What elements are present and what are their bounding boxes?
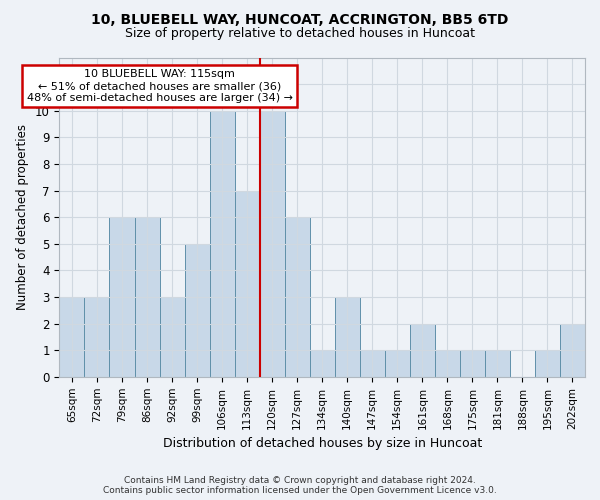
Bar bbox=[385, 350, 410, 377]
Bar bbox=[134, 217, 160, 377]
Text: 10, BLUEBELL WAY, HUNCOAT, ACCRINGTON, BB5 6TD: 10, BLUEBELL WAY, HUNCOAT, ACCRINGTON, B… bbox=[91, 12, 509, 26]
Bar bbox=[335, 297, 360, 377]
Bar bbox=[209, 110, 235, 377]
Y-axis label: Number of detached properties: Number of detached properties bbox=[16, 124, 29, 310]
Bar bbox=[109, 217, 134, 377]
Bar bbox=[360, 350, 385, 377]
X-axis label: Distribution of detached houses by size in Huncoat: Distribution of detached houses by size … bbox=[163, 437, 482, 450]
Bar bbox=[235, 190, 260, 377]
Bar bbox=[160, 297, 185, 377]
Text: Contains HM Land Registry data © Crown copyright and database right 2024.
Contai: Contains HM Land Registry data © Crown c… bbox=[103, 476, 497, 495]
Bar bbox=[535, 350, 560, 377]
Bar bbox=[59, 297, 85, 377]
Bar bbox=[310, 350, 335, 377]
Bar bbox=[410, 324, 435, 377]
Bar bbox=[85, 297, 109, 377]
Bar bbox=[185, 244, 209, 377]
Bar bbox=[485, 350, 510, 377]
Bar bbox=[435, 350, 460, 377]
Bar bbox=[260, 110, 284, 377]
Bar bbox=[284, 217, 310, 377]
Bar bbox=[560, 324, 585, 377]
Bar bbox=[460, 350, 485, 377]
Text: 10 BLUEBELL WAY: 115sqm
← 51% of detached houses are smaller (36)
48% of semi-de: 10 BLUEBELL WAY: 115sqm ← 51% of detache… bbox=[26, 70, 293, 102]
Text: Size of property relative to detached houses in Huncoat: Size of property relative to detached ho… bbox=[125, 28, 475, 40]
